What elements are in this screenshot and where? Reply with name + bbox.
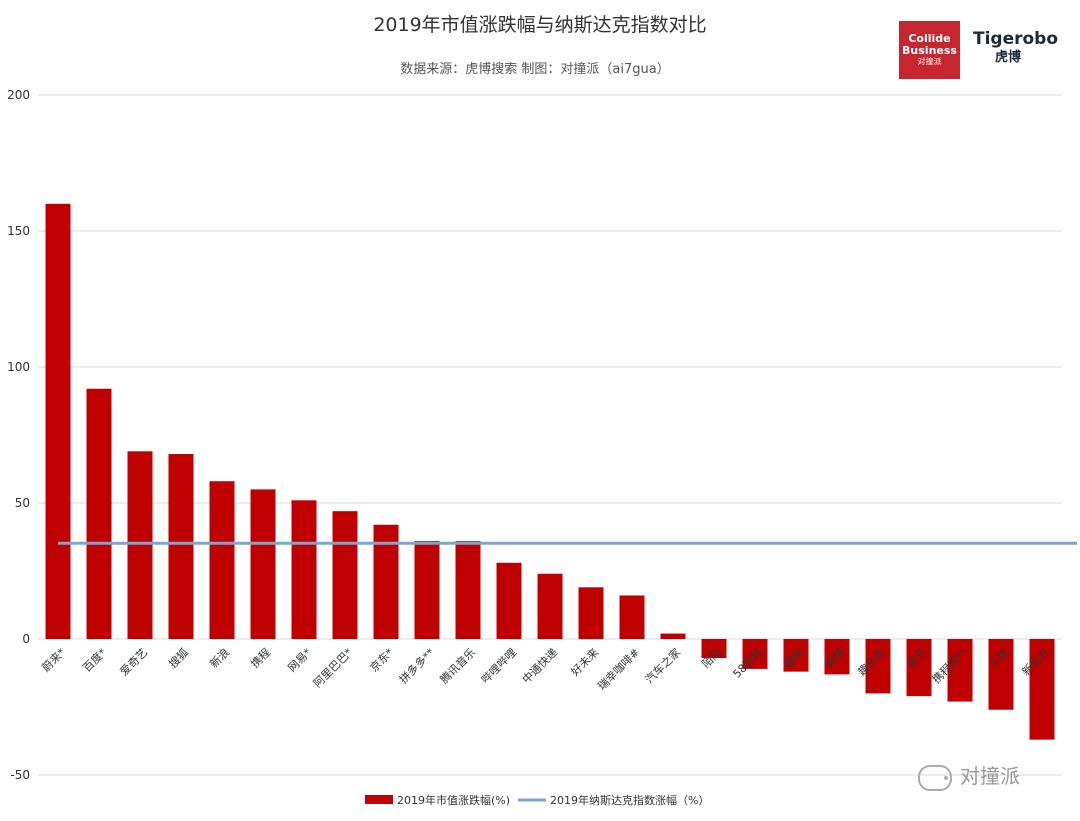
x-tick-label: 新浪 [207,645,232,670]
x-tick-label: 携程 [248,645,273,670]
x-tick-label: 好未来 [568,645,601,678]
x-tick-label: 阿里巴巴* [311,646,356,691]
bar [578,587,604,639]
bar [701,639,727,659]
legend-swatch-bar [365,795,393,804]
bar [168,454,194,639]
logo-duizhuangpai-text: 对撞派 [917,57,942,66]
y-tick-label: 0 [22,632,30,646]
logo-hubo-text: 虎博 [995,50,1022,65]
y-tick-label: 200 [7,88,30,102]
x-tick-label: 网易* [285,646,314,675]
bar [86,388,112,639]
bar [45,203,71,640]
watermark: 对撞派 [918,760,1020,791]
x-tick-label: 汽车之家 [642,645,683,686]
bar [824,639,850,675]
x-tick-label: 腾讯音乐 [437,645,478,686]
grid [38,94,1062,776]
y-tick-label: 100 [7,360,30,374]
chart-subtitle: 数据来源：虎博搜索 制图：对撞派（ai7gua） [400,62,669,77]
bars [45,203,1055,740]
y-tick-label: 150 [7,224,30,238]
bar [1029,639,1055,740]
x-tick-label: 京东* [367,645,397,675]
bar [619,595,645,639]
bar [783,639,809,672]
x-tick-label: 百度* [80,645,110,675]
x-tick-label: 哔哩哔哩 [479,646,519,686]
bar [332,511,358,639]
bar [988,639,1014,710]
x-tick-label: 搜狐 [166,645,191,670]
bar [906,639,932,697]
logo-tigerobo-text: Tigerobo [973,29,1059,49]
bar [455,541,481,639]
bar [947,639,973,702]
tigerobo-logo: Tigerobo 虎博 [973,29,1059,66]
watermark-text: 对撞派 [960,764,1020,788]
x-tick-label: 拼多多** [396,645,437,686]
x-tick-label: 中通快递 [519,645,560,686]
legend-label-bar: 2019年市值涨跌幅(%) [397,793,510,807]
legend: 2019年市值涨跌幅(%) 2019年纳斯达克指数涨幅（%） [365,793,709,807]
y-tick-label: 50 [15,496,30,510]
bar [865,639,891,694]
bar [537,573,563,639]
chart-title: 2019年市值涨跌幅与纳斯达克指数对比 [373,14,706,36]
bar [250,489,276,639]
bar [742,639,768,669]
bar [414,541,440,639]
bar [496,562,522,639]
x-tick-label: 爱奇艺 [118,646,151,679]
bar [209,481,235,639]
x-axis: 蔚来* 百度* 爱奇艺 搜狐 新浪 携程 网易*阿里巴巴* 京东* 拼多多** 腾讯音乐 哔哩哔哩中… [39,645,1052,693]
legend-label-line: 2019年纳斯达克指数涨幅（%） [550,793,709,807]
x-tick-label: 瑞幸咖啡# [595,645,643,693]
y-axis: -50 0 50 100 150 200 [7,88,30,782]
bar [291,500,317,639]
collide-business-logo: Collide Business 对撞派 [899,21,960,79]
logo-business-text: Business [902,44,957,57]
y-tick-label: -50 [10,768,30,782]
logo-collide-text: Collide [908,32,951,45]
bar [127,451,153,639]
bar [660,633,686,639]
wechat-icon [918,764,952,791]
x-tick-label: 蔚来* [39,646,68,675]
